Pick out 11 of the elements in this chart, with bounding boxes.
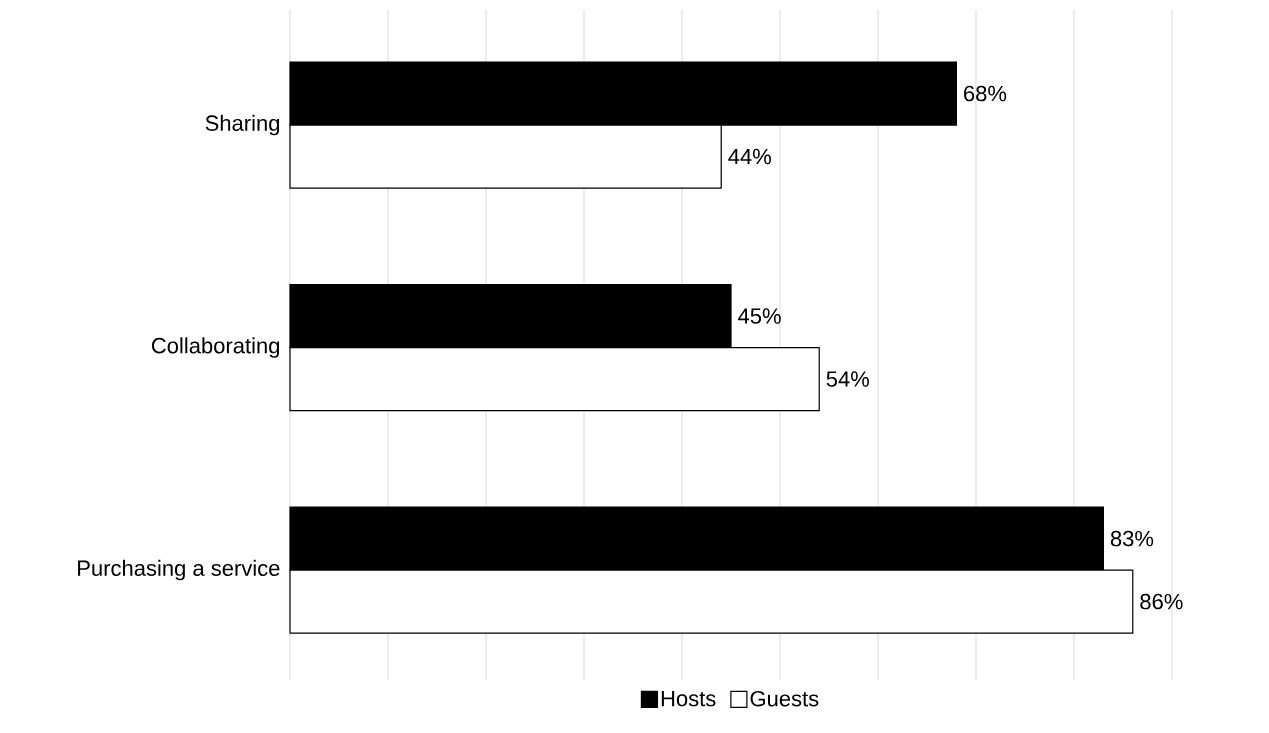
data-label: 83% — [1110, 530, 1154, 547]
legend-label: Hosts — [661, 691, 716, 707]
data-label: 45% — [738, 308, 781, 324]
legend-label: Guests — [750, 690, 819, 707]
data-label: 86% — [1140, 593, 1183, 610]
data-label: 68% — [964, 85, 1007, 102]
data-label: 44% — [728, 148, 771, 165]
y-tick-label: Sharing — [205, 114, 280, 136]
data-label: 54% — [826, 371, 869, 387]
y-tick-label: Collaborating — [151, 337, 280, 358]
y-tick-label: Purchasing a service — [78, 559, 280, 581]
